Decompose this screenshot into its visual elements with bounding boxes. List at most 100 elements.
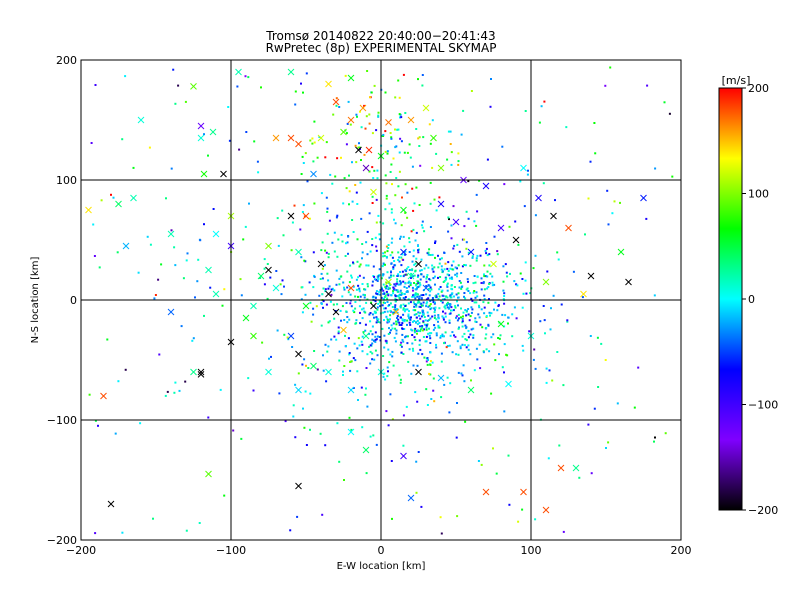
data-point-dot — [417, 251, 420, 254]
data-point-dot — [361, 257, 363, 260]
data-point-dot — [440, 300, 443, 302]
data-point-dot — [377, 214, 380, 217]
data-point-dot — [401, 338, 404, 341]
data-point-dot — [503, 183, 506, 186]
data-point-dot — [492, 447, 494, 450]
data-point-dot — [361, 317, 364, 320]
data-point-dot — [475, 291, 478, 294]
data-point-dot — [450, 237, 453, 240]
data-point-x — [137, 116, 145, 124]
data-point-dot — [359, 263, 362, 266]
data-point-dot — [457, 160, 460, 163]
data-point-dot — [402, 275, 405, 278]
data-point-dot — [464, 338, 467, 341]
data-point-dot — [389, 254, 392, 257]
data-point-dot — [372, 295, 375, 298]
data-point-dot — [413, 303, 416, 305]
data-point-dot — [430, 307, 433, 310]
data-point-dot — [397, 295, 400, 298]
data-point-dot — [461, 374, 464, 377]
data-point-dot — [357, 295, 359, 298]
data-point-dot — [448, 411, 451, 414]
data-point-dot — [415, 460, 418, 463]
data-point-dot — [276, 329, 279, 332]
data-point-dot — [100, 199, 103, 202]
data-point-dot — [371, 284, 374, 287]
data-point-dot — [457, 264, 460, 267]
data-point-dot — [312, 251, 315, 254]
data-point-dot — [425, 340, 428, 343]
data-point-dot — [244, 75, 247, 78]
data-point-dot — [462, 364, 465, 367]
data-point-dot — [517, 520, 520, 523]
data-point-dot — [364, 311, 367, 314]
data-point-dot — [191, 339, 194, 342]
data-point-dot — [395, 282, 398, 285]
data-point-dot — [637, 366, 640, 369]
data-point-dot — [364, 288, 367, 291]
data-point-dot — [407, 360, 410, 363]
data-point-dot — [373, 278, 376, 281]
data-point-dot — [358, 265, 361, 268]
data-point-dot — [410, 328, 413, 331]
data-point-dot — [600, 342, 603, 345]
data-point-dot — [420, 297, 423, 300]
data-point-dot — [266, 263, 269, 265]
data-point-dot — [379, 293, 382, 296]
data-point-dot — [429, 364, 432, 366]
data-point-dot — [361, 426, 364, 429]
data-point-dot — [411, 268, 414, 271]
data-point-x — [347, 284, 355, 292]
data-point-dot — [461, 238, 464, 241]
data-point-dot — [385, 342, 388, 345]
data-point-dot — [397, 79, 400, 82]
data-point-dot — [492, 333, 495, 336]
data-point-dot — [449, 143, 452, 145]
x-tick-label: 100 — [521, 544, 542, 557]
data-point-dot — [430, 288, 433, 291]
colorbar-tick-label: −200 — [748, 504, 778, 517]
data-point-dot — [420, 273, 423, 276]
data-point-dot — [429, 226, 432, 228]
data-point-dot — [411, 260, 414, 263]
data-point-dot — [434, 326, 437, 329]
data-point-dot — [385, 290, 388, 293]
data-point-dot — [336, 255, 339, 258]
data-point-x — [242, 314, 250, 322]
data-point-dot — [455, 316, 457, 319]
data-point-dot — [341, 305, 344, 308]
data-point-dot — [384, 339, 387, 342]
data-point-x — [107, 500, 115, 508]
data-point-dot — [377, 114, 380, 117]
data-point-dot — [457, 313, 460, 316]
data-point-dot — [421, 353, 424, 356]
data-point-dot — [366, 283, 369, 285]
data-point-dot — [411, 286, 414, 289]
data-point-dot — [415, 321, 417, 324]
data-point-dot — [269, 276, 272, 279]
data-point-dot — [467, 290, 470, 292]
colorbar-label: [m/s] — [722, 74, 751, 87]
data-point-dot — [443, 383, 446, 386]
data-point-dot — [376, 280, 379, 282]
data-point-dot — [261, 341, 264, 344]
data-point-dot — [408, 316, 411, 319]
data-point-dot — [354, 184, 357, 186]
data-point-dot — [425, 285, 428, 288]
data-point-dot — [504, 263, 507, 266]
data-point-dot — [476, 295, 479, 298]
data-point-dot — [418, 314, 421, 317]
data-point-dot — [355, 278, 358, 281]
data-point-x — [332, 98, 340, 106]
data-point-dot — [358, 146, 361, 149]
data-point-dot — [425, 280, 428, 283]
data-point-dot — [465, 310, 468, 313]
data-point-dot — [434, 308, 436, 311]
data-point-dot — [415, 128, 418, 130]
data-point-dot — [360, 159, 362, 161]
data-point-dot — [393, 336, 396, 339]
data-point-dot — [619, 201, 621, 204]
data-point-dot — [152, 517, 154, 520]
data-point-dot — [359, 295, 362, 298]
data-point-dot — [419, 164, 422, 167]
